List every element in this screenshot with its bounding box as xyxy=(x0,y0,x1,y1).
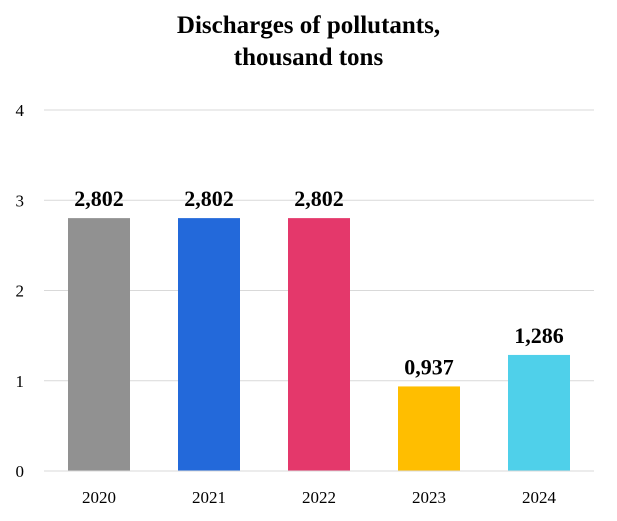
x-tick-label: 2023 xyxy=(412,488,446,507)
bar-2023 xyxy=(398,386,460,471)
y-tick-label: 3 xyxy=(16,191,25,210)
data-label: 1,286 xyxy=(514,323,564,348)
data-label: 2,802 xyxy=(74,186,124,211)
x-tick-label: 2020 xyxy=(82,488,116,507)
x-tick-label: 2021 xyxy=(192,488,226,507)
bar-2024 xyxy=(508,354,570,471)
chart-title-line-1: Discharges of pollutants, xyxy=(176,12,441,39)
bar-2020 xyxy=(68,218,130,471)
chart-title-line-2: thousand tons xyxy=(233,44,384,71)
y-tick-label: 1 xyxy=(16,372,25,391)
data-label: 2,802 xyxy=(294,186,344,211)
bar-2021 xyxy=(178,218,240,471)
data-label: 0,937 xyxy=(404,354,454,379)
y-tick-label: 2 xyxy=(16,282,25,301)
y-tick-label: 4 xyxy=(16,101,25,120)
data-label: 2,802 xyxy=(184,186,234,211)
y-tick-label: 0 xyxy=(16,462,25,481)
x-tick-label: 2022 xyxy=(302,488,336,507)
bar-2022 xyxy=(288,218,350,471)
x-tick-label: 2024 xyxy=(522,488,557,507)
